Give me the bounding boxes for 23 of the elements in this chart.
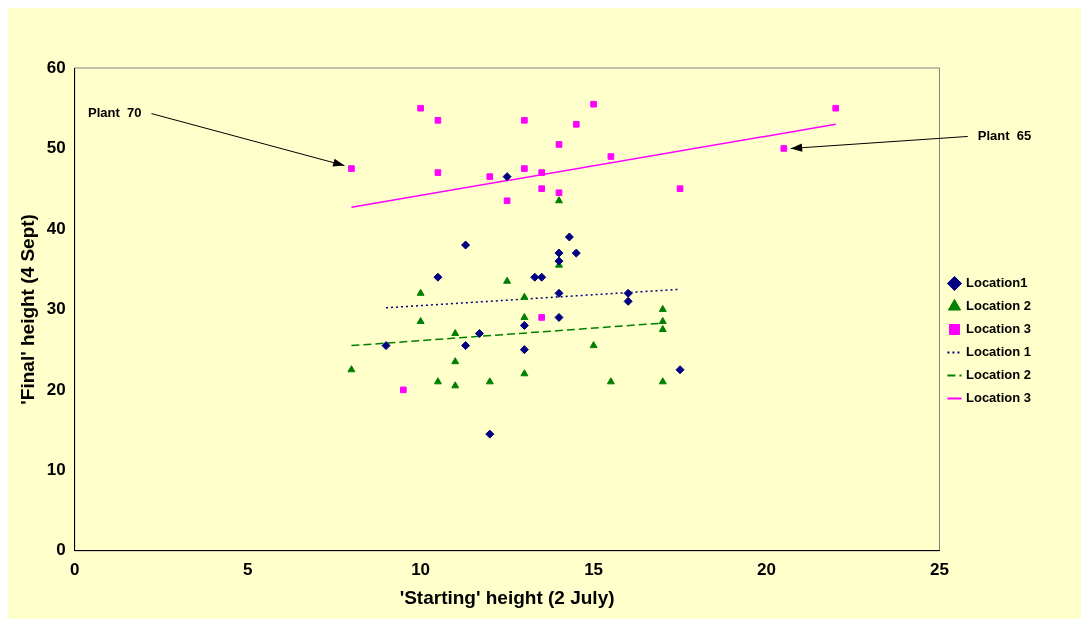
y-tick-label: 40 [46,218,66,238]
legend-label: Location 2 [965,298,1032,314]
legend-label: Location 2 [965,367,1032,383]
x-tick-label: 0 [69,559,80,579]
x-tick-label: 15 [584,559,604,579]
y-tick-label: 10 [46,460,66,480]
y-tick-label: 60 [46,57,66,77]
x-tick-label: 10 [411,559,431,579]
legend-label: Location1 [965,275,1028,291]
legend-label: Location 3 [965,321,1032,337]
y-tick-label: 30 [46,299,66,319]
y-axis-title: 'Final' height (4 Sept) [16,214,38,405]
annotation: Plant 65 [977,128,1032,144]
x-tick-label: 20 [757,559,776,579]
y-tick-label: 0 [56,540,66,560]
legend-label: Location 3 [965,390,1032,406]
x-axis-title: 'Starting' height (2 July) [399,586,615,608]
y-tick-label: 20 [46,379,66,399]
x-tick-label: 25 [930,559,949,579]
x-tick-label: 5 [242,559,253,579]
annotation: Plant 70 [87,105,142,121]
y-tick-label: 50 [46,138,66,158]
legend-label: Location 1 [965,344,1032,360]
